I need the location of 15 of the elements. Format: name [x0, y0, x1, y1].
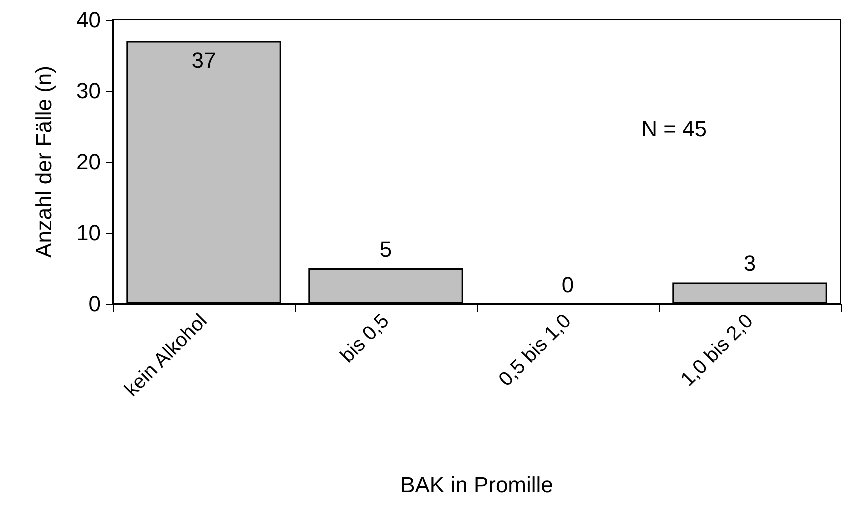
y-tick-label: 40	[76, 8, 101, 32]
data-label: 5	[380, 237, 392, 262]
data-label: 3	[744, 251, 756, 276]
x-tick-label: 0,5 bis 1,0	[495, 310, 576, 391]
data-label: 37	[192, 48, 216, 73]
x-tick-label: 1,0 bis 2,0	[677, 310, 758, 391]
y-axis-title: Anzahl der Fälle (n)	[32, 66, 56, 258]
annotation: N = 45	[642, 116, 708, 142]
y-tick-label: 30	[76, 78, 101, 104]
x-axis-title: BAK in Promille	[400, 472, 554, 498]
x-tick-label: bis 0,5	[336, 310, 394, 368]
y-tick-label: 10	[76, 220, 101, 246]
y-tick-label: 0	[88, 292, 101, 316]
data-label: 0	[562, 272, 574, 298]
y-tick-label: 20	[76, 150, 101, 174]
